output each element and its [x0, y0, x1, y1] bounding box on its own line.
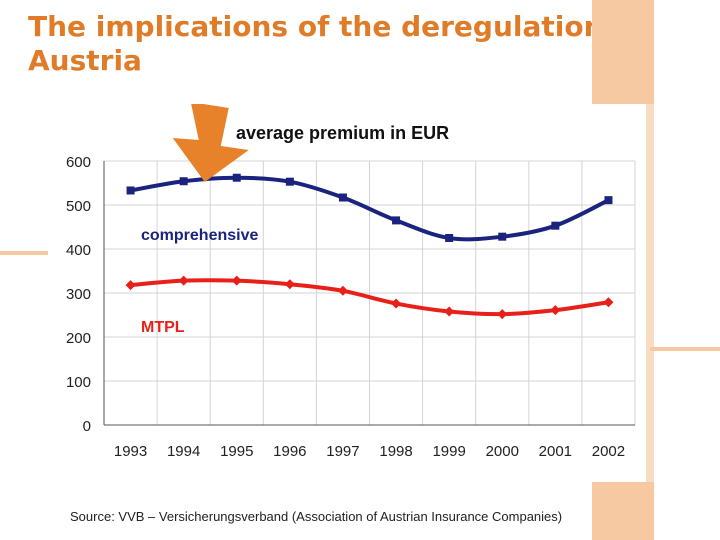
x-tick-label: 1993 — [114, 443, 147, 460]
data-point-mtpl — [337, 285, 348, 296]
premium-line-chart: 0 100 200 300 400 500 600 1993 1994 1995 1996 1997 1… — [66, 104, 636, 460]
data-point-mtpl — [444, 306, 455, 317]
data-point-comprehensive — [232, 173, 241, 182]
x-tick-label: 1995 — [220, 443, 253, 460]
data-point-comprehensive — [338, 193, 347, 202]
data-point-mtpl — [284, 279, 295, 290]
data-point-comprehensive — [179, 177, 188, 186]
x-tick-label: 2000 — [486, 443, 519, 460]
series-label-comprehensive: comprehensive — [141, 227, 258, 244]
y-tick-label: 500 — [66, 198, 91, 215]
series-line-mtpl — [128, 278, 611, 317]
x-tick-label: 2001 — [539, 443, 572, 460]
data-point-comprehensive — [551, 221, 560, 230]
data-point-mtpl — [391, 298, 402, 309]
arrow-icon — [172, 104, 249, 182]
data-point-mtpl — [125, 280, 136, 291]
series-line-comprehensive — [128, 175, 611, 242]
chart-panel: 0 100 200 300 400 500 600 1993 1994 1995 1996 1997 1… — [48, 104, 646, 482]
data-point-mtpl — [231, 275, 242, 286]
data-point-mtpl — [497, 309, 508, 320]
x-tick-label: 2002 — [592, 443, 625, 460]
x-tick-label: 1994 — [167, 443, 200, 460]
chart-title: average premium in EUR — [236, 123, 449, 143]
decorative-bar-top — [592, 0, 654, 104]
data-point-comprehensive — [392, 216, 401, 225]
data-point-comprehensive — [126, 186, 135, 195]
slide-title: The implications of the deregulation in … — [28, 10, 643, 77]
data-point-mtpl — [550, 305, 561, 316]
data-point-comprehensive — [445, 234, 454, 242]
x-tick-label: 1999 — [432, 443, 465, 460]
data-point-comprehensive — [285, 177, 294, 186]
data-point-comprehensive — [604, 196, 613, 205]
y-tick-label: 300 — [66, 286, 91, 303]
data-point-mtpl — [603, 297, 614, 308]
y-tick-label: 0 — [83, 418, 91, 435]
x-tick-label: 1997 — [326, 443, 359, 460]
source-note: Source: VVB – Versicherungsverband (Asso… — [70, 509, 563, 524]
y-tick-label: 100 — [66, 374, 91, 391]
data-point-comprehensive — [498, 232, 507, 241]
decorative-bar-bottom — [592, 482, 654, 540]
decorative-line-left — [0, 251, 48, 255]
x-tick-label: 1996 — [273, 443, 306, 460]
decorative-line-right-horizontal — [650, 347, 720, 351]
y-tick-label: 600 — [66, 154, 91, 171]
series-label-mtpl: MTPL — [141, 319, 185, 336]
data-point-mtpl — [178, 275, 189, 286]
y-tick-label: 400 — [66, 242, 91, 259]
x-tick-label: 1998 — [379, 443, 412, 460]
decorative-line-right — [646, 104, 654, 482]
y-tick-label: 200 — [66, 330, 91, 347]
